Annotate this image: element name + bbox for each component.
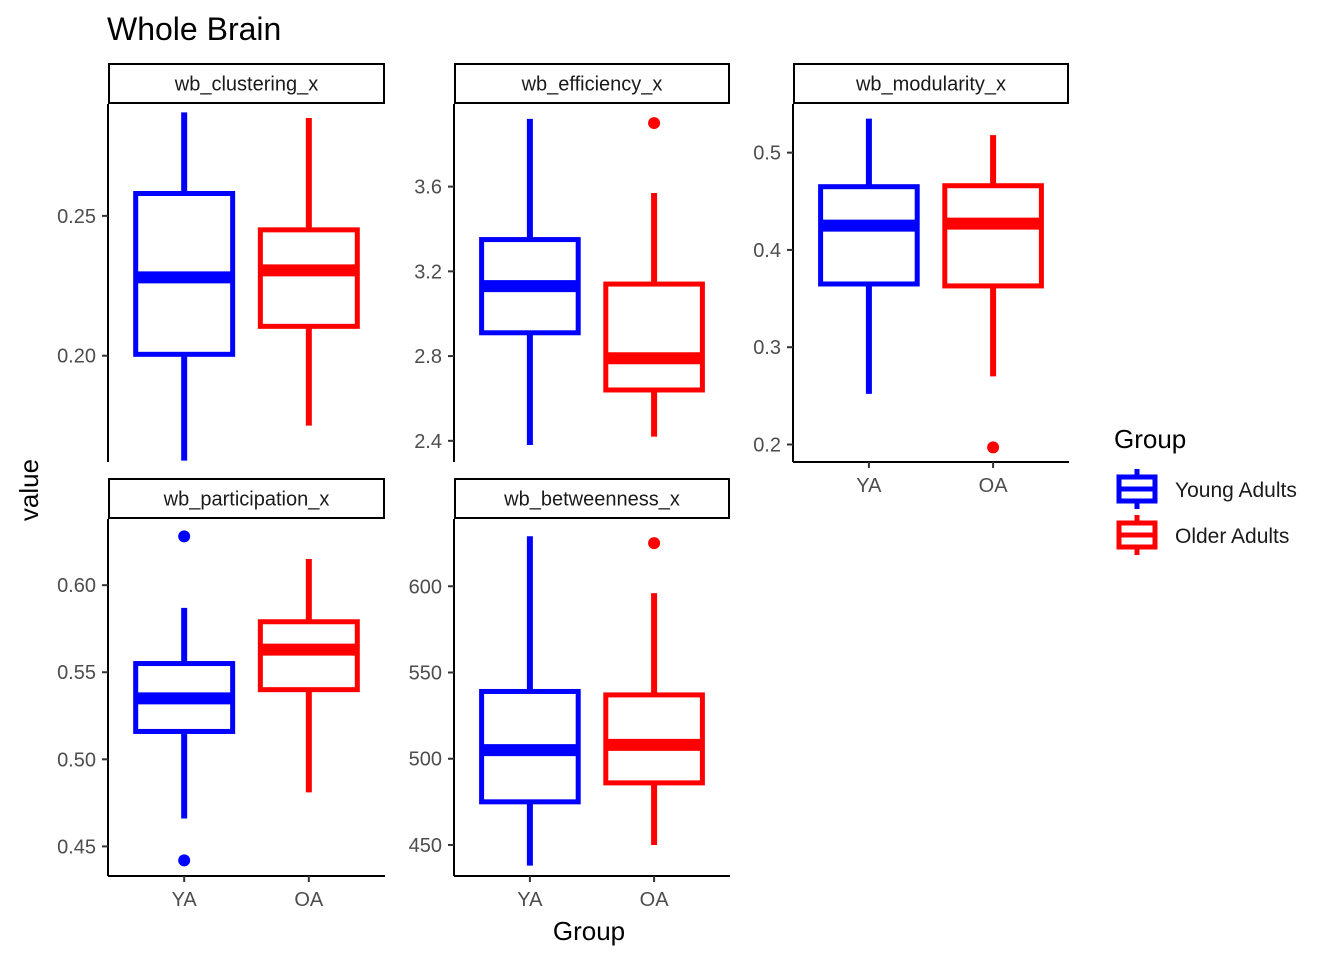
box-iqr: [942, 183, 1044, 289]
facet-panel: wb_modularity_x YA OA 0.2 0.3 0.4 0.5: [753, 63, 1069, 497]
facet-panel: wb_clustering_x 0.20 0.25: [57, 63, 385, 462]
box-oa: [257, 559, 360, 793]
facet-strip-label: wb_clustering_x: [174, 74, 318, 96]
facet-strip-label: wb_betweenness_x: [503, 489, 680, 511]
y-tick-label: 0.5: [753, 143, 781, 165]
facet-strip-label: wb_modularity_x: [855, 74, 1006, 96]
box-iqr: [257, 619, 360, 693]
facet-strip: [793, 63, 1069, 104]
box-iqr: [603, 692, 705, 786]
x-tick-label: YA: [172, 889, 198, 911]
chart-title: Whole Brain: [107, 11, 281, 47]
facet-panel: wb_participation_x YA OA 0.45 0.50 0.55 0.60: [57, 478, 385, 911]
box-ya: [479, 536, 581, 866]
y-axis-title: value: [14, 459, 44, 521]
y-tick-label: 2.4: [414, 431, 442, 453]
legend-entries: Young Adults Older Adults: [1116, 469, 1297, 555]
outlier-point: [648, 117, 661, 130]
y-tick-label: 600: [409, 576, 442, 598]
y-tick-label: 0.3: [753, 337, 781, 359]
facet-strip-label: wb_participation_x: [163, 489, 330, 511]
x-tick-label: OA: [294, 889, 324, 911]
legend-entry: Young Adults: [1116, 469, 1297, 509]
y-tick-label: 550: [409, 662, 442, 684]
facet-panel: wb_efficiency_x 2.4 2.8 3.2 3.6: [414, 63, 730, 462]
outlier-point: [178, 854, 191, 867]
facet-strip: [108, 478, 385, 519]
y-tick-label: 500: [409, 749, 442, 771]
facet-strip: [454, 478, 730, 519]
box-ya: [479, 118, 581, 446]
box-ya: [818, 118, 920, 394]
x-tick-label: YA: [517, 889, 543, 911]
y-tick-label: 0.45: [57, 836, 96, 858]
legend-label: Young Adults: [1175, 479, 1297, 502]
box-oa: [603, 537, 705, 845]
y-tick-label: 0.2: [753, 434, 781, 456]
y-tick-label: 2.8: [414, 346, 442, 368]
y-tick-label: 0.55: [57, 662, 96, 684]
outlier-point: [648, 537, 661, 550]
legend: Group Young Adults Older Adults: [1114, 424, 1297, 555]
facet-strip-label: wb_efficiency_x: [521, 74, 663, 96]
box-iqr: [818, 184, 920, 287]
x-axis-title: Group: [553, 916, 625, 946]
y-tick-label: 450: [409, 835, 442, 857]
x-tick-label: YA: [856, 475, 882, 497]
box-oa: [603, 117, 705, 437]
outlier-point: [987, 441, 1000, 454]
legend-entry: Older Adults: [1116, 515, 1289, 555]
facet-strip: [454, 63, 730, 104]
box-iqr: [257, 227, 360, 329]
legend-title: Group: [1114, 424, 1186, 454]
x-tick-label: OA: [640, 889, 670, 911]
x-tick-label: OA: [979, 475, 1009, 497]
box-oa: [257, 117, 360, 426]
y-tick-label: 0.50: [57, 749, 96, 771]
outlier-point: [178, 530, 191, 543]
y-tick-label: 0.25: [57, 206, 96, 228]
box-iqr: [603, 281, 705, 393]
box-oa: [942, 135, 1044, 454]
y-tick-label: 0.4: [753, 240, 781, 262]
y-tick-label: 0.60: [57, 575, 96, 597]
facet-strip: [108, 63, 385, 104]
facet-panels: wb_clustering_x 0.20 0.25 wb_efficiency_x 2.…: [57, 63, 1069, 911]
y-tick-label: 3.6: [414, 177, 442, 199]
box-ya: [133, 112, 236, 461]
legend-label: Older Adults: [1175, 525, 1289, 548]
y-tick-label: 3.2: [414, 261, 442, 283]
facet-panel: wb_betweenness_x YA OA 450 500 550 600: [409, 478, 730, 911]
box-ya: [133, 530, 236, 867]
y-tick-label: 0.20: [57, 346, 96, 368]
